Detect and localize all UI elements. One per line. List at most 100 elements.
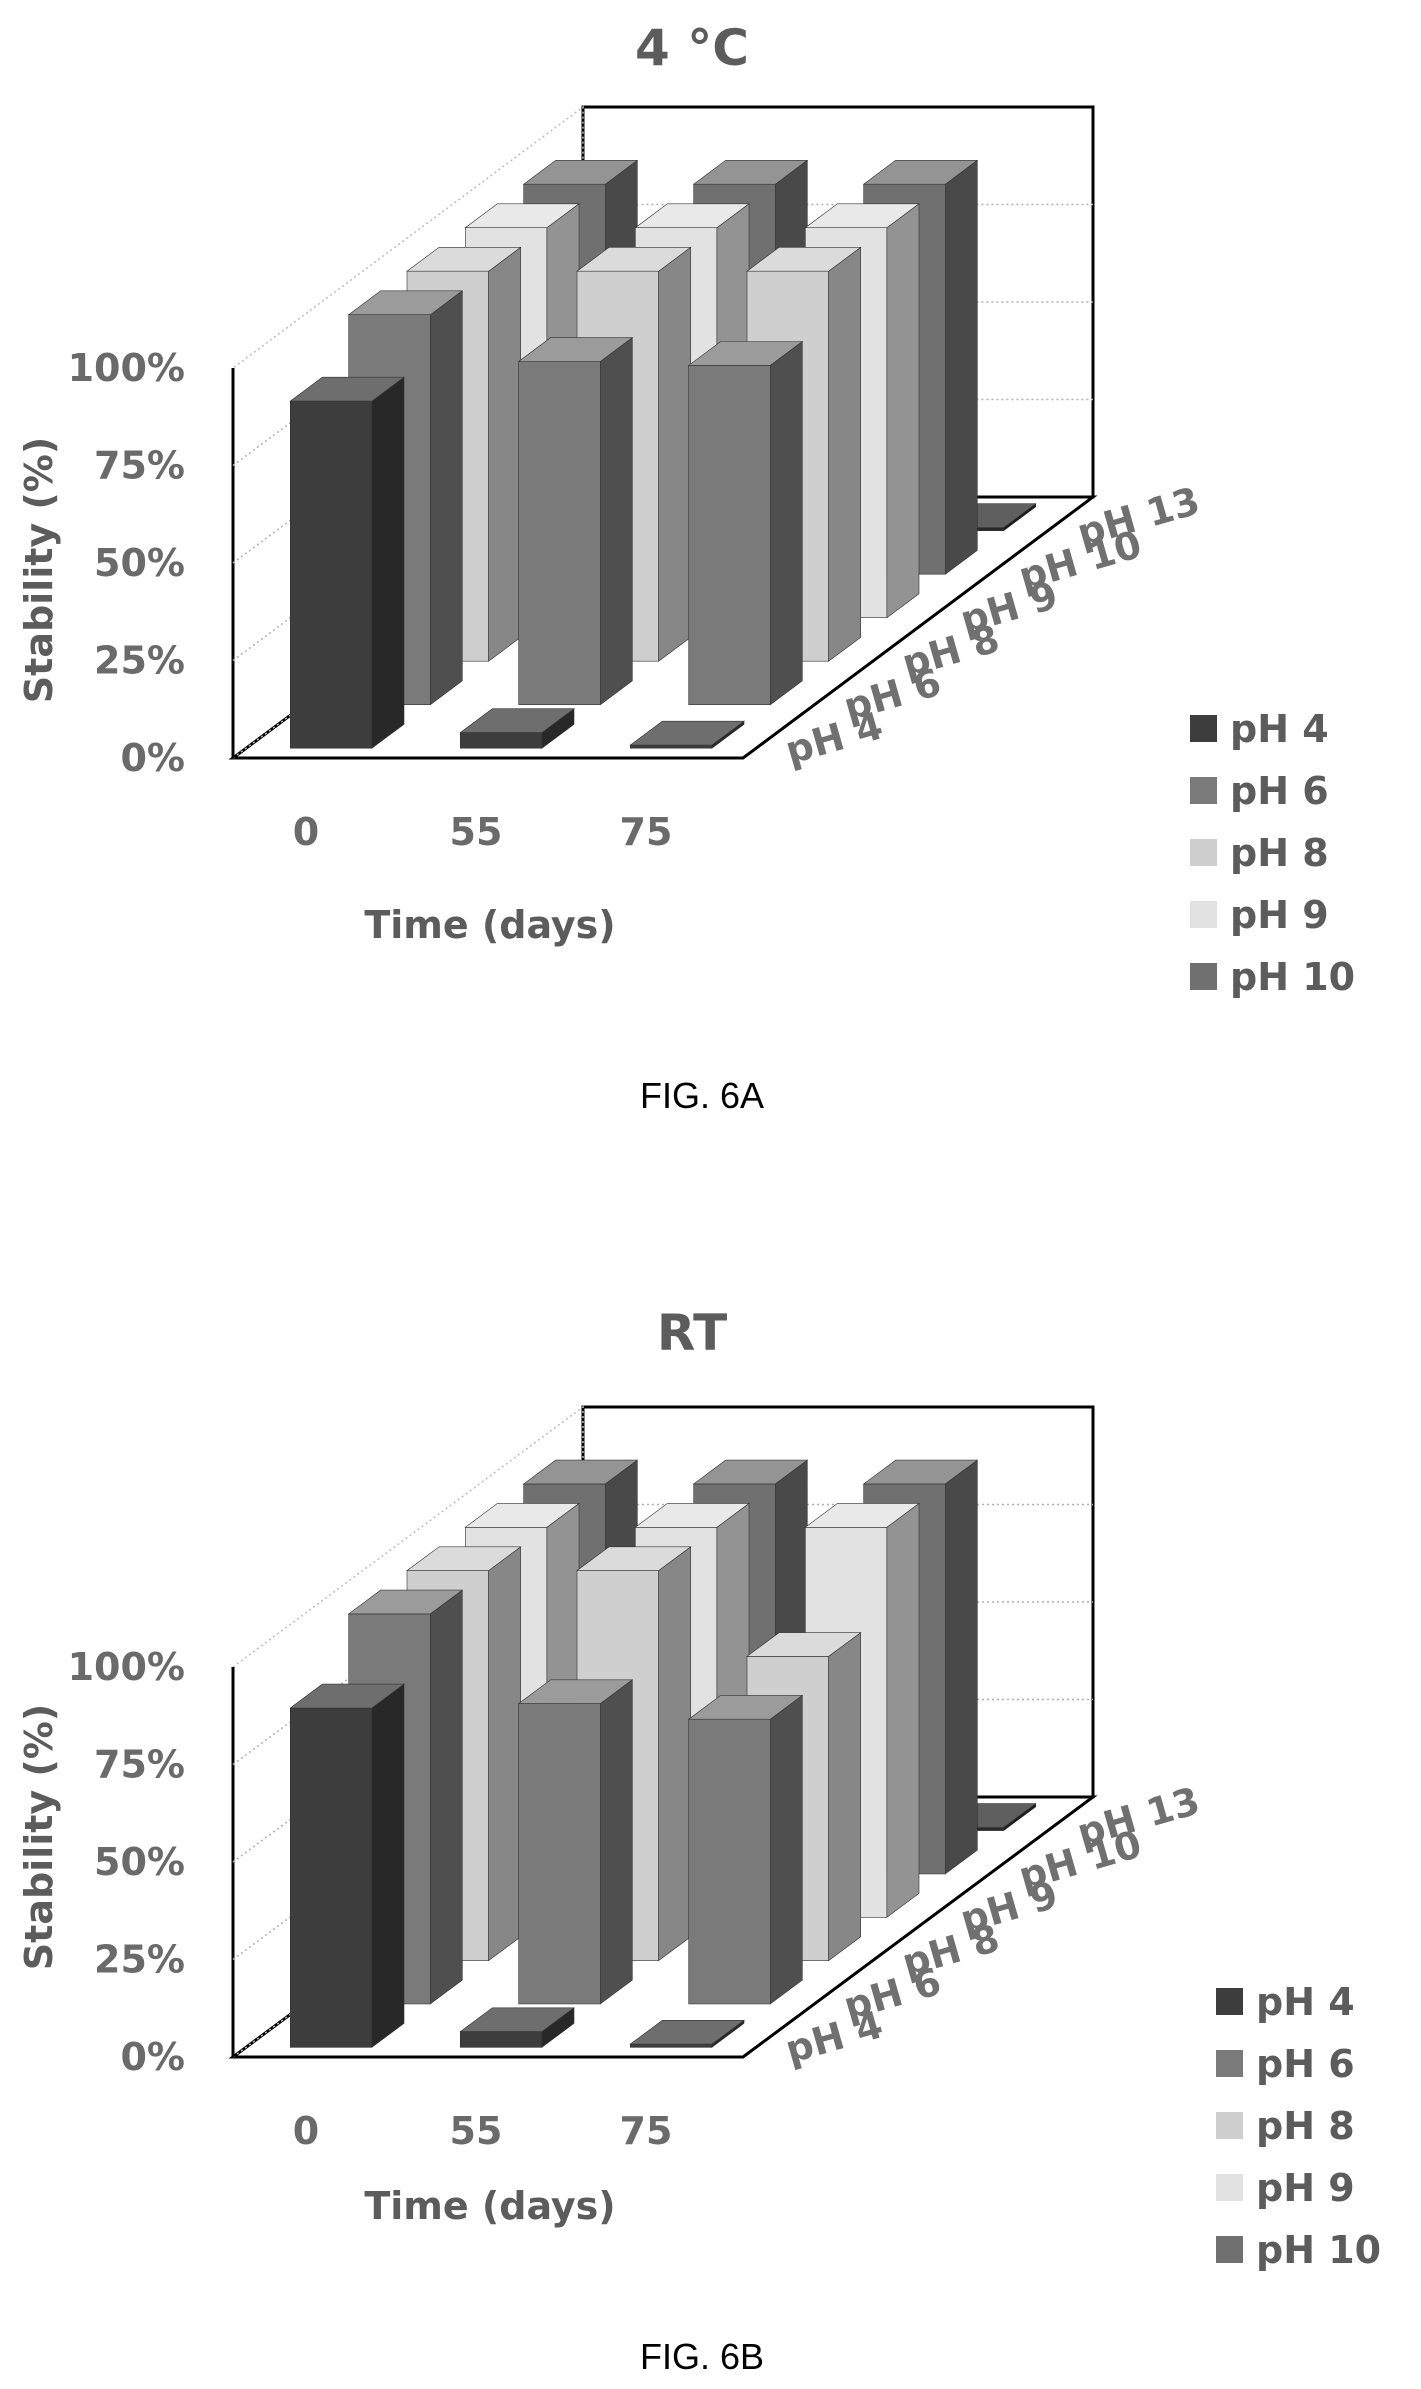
x-axis-label: Time (days) [364, 903, 615, 947]
y-axis-label: Stability (%) [17, 437, 61, 703]
bar-top-face [862, 1459, 979, 1485]
bar [289, 1683, 405, 2048]
legend-swatch [1216, 1988, 1243, 2015]
y-tick-label: 75% [94, 1743, 185, 1787]
bar-side-face [886, 203, 920, 619]
bar-top-face [862, 160, 979, 185]
bar-top-face [347, 1589, 464, 1615]
y-axis-label: Stability (%) [17, 1704, 61, 1970]
y-tick-label: 50% [94, 541, 185, 585]
legend-label: pH 4 [1256, 1980, 1355, 2024]
bar-top-face [746, 247, 862, 272]
bar-front-face [518, 361, 601, 706]
bar-side-face [371, 376, 405, 749]
bar-top-face [406, 1546, 522, 1571]
legend-swatch [1190, 963, 1217, 990]
bar [517, 337, 634, 706]
bar [687, 340, 804, 706]
bar-top-face [347, 290, 464, 316]
bar-top-face [629, 720, 745, 746]
legend-label: pH 8 [1256, 2104, 1355, 2148]
bar-front-face [459, 732, 543, 749]
bar-top-face [289, 376, 405, 402]
y-tick-label: 25% [94, 1938, 185, 1982]
bar-front-face [289, 1707, 373, 2048]
legend-swatch [1190, 901, 1217, 928]
y-tick-label: 0% [120, 2035, 185, 2079]
bar-top-face [746, 1632, 862, 1657]
bar [289, 376, 405, 749]
bar [629, 2019, 745, 2048]
bar [629, 720, 745, 749]
legend-swatch [1216, 2236, 1243, 2263]
legend-label: pH 9 [1230, 893, 1329, 937]
bar-side-face [488, 246, 522, 662]
bar-top-face [692, 160, 809, 185]
bar-top-face [687, 1695, 804, 1720]
bar-side-face [828, 1632, 862, 1962]
bar-side-face [371, 1683, 405, 2048]
bar [459, 708, 575, 749]
bar-top-face [634, 1503, 750, 1528]
legend-label: pH 9 [1256, 2166, 1355, 2210]
legend-label: pH 6 [1230, 769, 1329, 813]
bar-side-face [944, 1459, 978, 1875]
x-tick-label: 55 [450, 2109, 503, 2153]
bar-front-face [629, 744, 713, 749]
bar-top-face [522, 1459, 639, 1485]
bar-top-face [692, 1459, 809, 1485]
chart-figure-6b: RT 0% 25% 50% 75% 100% 0 55 75 pH 4 pH 6 pH 8 pH … [17, 1304, 1381, 2377]
bar [517, 1679, 634, 2005]
x-tick-label: 55 [450, 810, 503, 854]
bar-side-face [429, 1589, 463, 2005]
y-tick-label: 0% [120, 736, 185, 780]
legend-swatch [1216, 2050, 1243, 2077]
legend-swatch [1190, 715, 1217, 742]
legend-swatch [1190, 839, 1217, 866]
legend-label: pH 10 [1230, 955, 1355, 999]
bar-top-face [464, 203, 580, 228]
legend-label: pH 4 [1230, 707, 1329, 751]
bar-top-face [687, 341, 804, 366]
bar-top-face [289, 1683, 405, 1709]
bar-side-face [488, 1546, 522, 1962]
bar-top-face [804, 203, 920, 228]
bar-top-face [576, 247, 692, 272]
chart-title: 4 °C [635, 19, 749, 77]
bar-top-face [517, 1679, 634, 1704]
legend-label: pH 10 [1256, 2228, 1381, 2272]
y-tick-label: 25% [94, 639, 185, 683]
legend-swatch [1190, 777, 1217, 804]
bar-top-face [464, 1503, 580, 1528]
bar-top-face [634, 203, 750, 228]
bar-front-face [518, 1703, 601, 2005]
x-axis-label: Time (days) [364, 2184, 615, 2228]
bar-side-face [828, 246, 862, 662]
x-tick-label: 75 [620, 810, 673, 854]
y-tick-label: 75% [94, 444, 185, 488]
bar-top-face [459, 708, 575, 733]
figure-caption: FIG. 6A [640, 1075, 764, 1116]
bar-side-face [769, 340, 803, 706]
bar-top-face [576, 1546, 692, 1571]
bar-top-face [517, 337, 634, 362]
bar-side-face [599, 1679, 633, 2005]
bar-top-face [459, 2007, 575, 2032]
bar-front-face [688, 365, 771, 706]
bar-top-face [522, 160, 639, 185]
figure-caption: FIG. 6B [640, 2336, 764, 2377]
bar-side-face [658, 1546, 692, 1962]
bar-side-face [886, 1502, 920, 1918]
legend-label: pH 6 [1256, 2042, 1355, 2086]
y-tick-label: 50% [94, 1840, 185, 1884]
legend-label: pH 8 [1230, 831, 1329, 875]
bar [459, 2007, 575, 2048]
bar-side-face [769, 1694, 803, 2005]
legend-swatch [1216, 2174, 1243, 2201]
bar-side-face [429, 290, 463, 706]
bar-side-face [944, 159, 978, 575]
bar-front-face [629, 2043, 713, 2048]
y-tick-label: 100% [68, 346, 185, 390]
bar-top-face [629, 2019, 745, 2045]
x-tick-label: 0 [293, 2109, 319, 2153]
